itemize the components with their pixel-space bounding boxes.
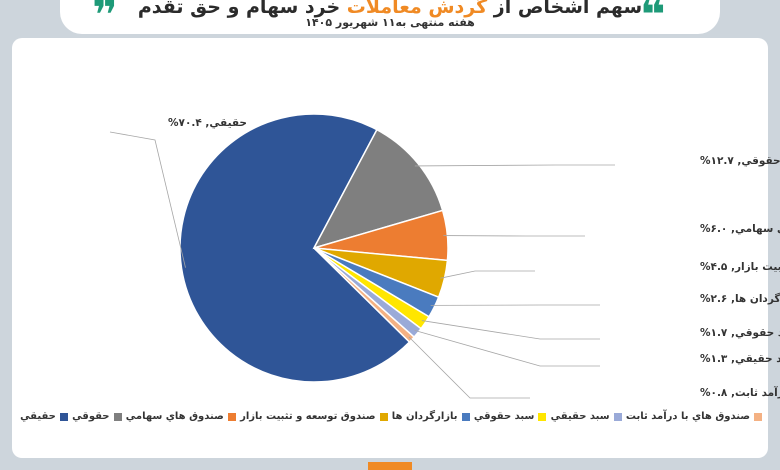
chart-legend: حقيقي حقوقي صندوق هاي سهامي صندوق توسعه و ت…: [20, 411, 762, 422]
title-banner: [60, 0, 720, 34]
chart-title: سهم اشخاص از گردش معاملات خرد سهام و حق …: [120, 0, 660, 18]
pie-slice: [312, 128, 444, 250]
legend-item: حقيقي: [20, 411, 68, 422]
data-label: سبد حقيقي, ۱.۳%: [700, 353, 780, 365]
title-main: سهم اشخاص از: [487, 0, 643, 18]
chart-subtitle: هفته منتهی به۱۱ شهریور ۱۴۰۵: [305, 16, 475, 29]
title-end: خرد سهام و حق تقدم: [137, 0, 347, 18]
data-label: صندوق هاي سهامي, ۶.۰%: [700, 223, 780, 235]
legend-swatch: [227, 412, 236, 421]
data-label: صندوق توسعه و تثبيت بازار, ۴.۵%: [700, 261, 780, 273]
legend-swatch: [113, 412, 122, 421]
quote-open-icon: ❞: [92, 0, 118, 41]
leader-line: [440, 270, 535, 279]
data-label: سبد حقوقي, ۱.۷%: [700, 327, 780, 339]
legend-label: بازارگردان ها: [391, 411, 458, 422]
leader-line: [408, 336, 530, 399]
legend-item: حقوقي: [72, 411, 122, 422]
legend-label: سبد حقيقي: [550, 411, 610, 422]
legend-swatch: [59, 412, 68, 421]
legend-label: حقوقي: [72, 411, 110, 422]
quote-close-icon: ❝: [640, 0, 666, 41]
leader-line: [421, 320, 600, 340]
legend-item: صندوق هاي با درآمد ثابت: [626, 411, 762, 422]
leader-line: [414, 164, 615, 167]
legend-label: صندوق هاي با درآمد ثابت: [625, 411, 750, 422]
legend-swatch: [461, 412, 470, 421]
data-label: بازارگردان ها, ۲.۶%: [700, 292, 780, 305]
title-highlight: گردش معاملات: [346, 0, 488, 18]
leader-line: [414, 330, 600, 367]
legend-swatch: [613, 412, 622, 421]
legend-swatch: [754, 412, 762, 421]
logo-icon: [368, 462, 412, 470]
legend-label: حقيقي: [20, 411, 56, 422]
data-label: حقوقي, ۱۲.۷%: [700, 155, 780, 167]
legend-label: صندوق توسعه و تثبيت بازار: [240, 411, 376, 422]
legend-item: سبد حقيقي: [551, 411, 622, 422]
legend-swatch: [379, 412, 388, 421]
legend-item: سبد حقوقي: [474, 411, 547, 422]
data-label: صندوق هاي با درآمد ثابت, ۰.۸%: [700, 386, 780, 399]
legend-label: صندوق هاي سهامي: [125, 411, 224, 422]
data-label: حقيقي, ۷۰.۴%: [168, 117, 247, 129]
legend-label: سبد حقوقي: [473, 411, 535, 422]
legend-item: صندوق هاي سهامي: [126, 411, 236, 422]
leader-line: [109, 131, 186, 268]
legend-swatch: [538, 412, 547, 421]
legend-item: صندوق توسعه و تثبيت بازار: [240, 411, 388, 422]
legend-item: بازارگردان ها: [392, 411, 470, 422]
pie-slice: [179, 113, 411, 383]
